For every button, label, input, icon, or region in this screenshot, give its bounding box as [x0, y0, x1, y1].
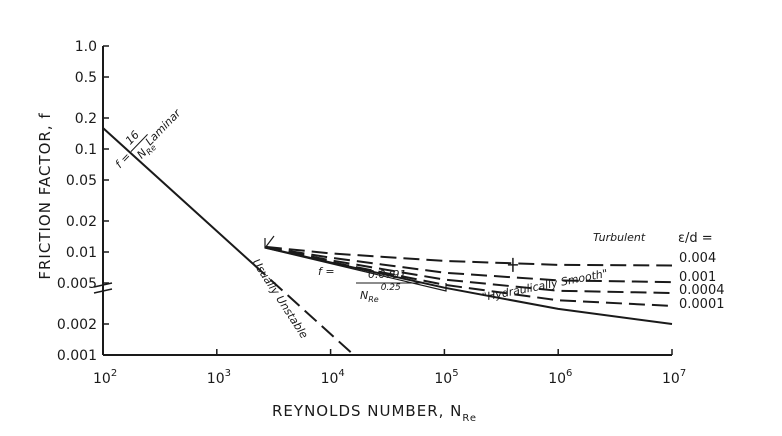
y-tick-label: 0.001 [57, 348, 97, 364]
eps-header: ε/d = [678, 231, 713, 246]
eps-label-0.0004: 0.0004 [679, 283, 725, 298]
x-tick-label: 103 [207, 368, 231, 387]
series-hydraulically-smooth [265, 246, 673, 325]
svg-text:FRICTION FACTOR, f: FRICTION FACTOR, f [36, 112, 54, 279]
y-tick-label: 0.002 [57, 317, 97, 333]
x-tick-label: 102 [93, 368, 117, 387]
y-tick-label: 0.5 [75, 70, 97, 86]
x-axis-title: REYNOLDS NUMBER, NRe [272, 402, 477, 424]
eps-label-0.0001: 0.0001 [679, 297, 725, 312]
y-tick-label: 0.005 [57, 276, 97, 292]
y-tick-label: 0.05 [66, 173, 97, 189]
turbulent-eq-denominator: NRe0.25 [360, 283, 401, 304]
turbulent-eq-lhs: f = [318, 265, 335, 278]
series-laminar [102, 127, 255, 266]
y-axis-break-mark [93, 288, 113, 294]
eps-label-0.004: 0.004 [679, 251, 716, 266]
laminar-eq-fraction-bar [130, 134, 148, 152]
series-0.001 [265, 246, 673, 284]
y-tick-label: 0.1 [75, 142, 97, 158]
turbulent-label: Turbulent [593, 231, 646, 244]
plus-marker [507, 257, 518, 272]
x-tick-label: 105 [434, 368, 458, 387]
series-0.0004 [265, 246, 673, 294]
laminar-annotation: Laminar [143, 106, 185, 148]
y-tick-label: 0.01 [66, 245, 97, 261]
x-tick-label: 104 [321, 368, 345, 387]
series-0.004 [265, 245, 673, 267]
y-tick-label: 1.0 [75, 39, 97, 55]
laminar-eq-numerator: 16 [123, 128, 142, 147]
eps-label-0.001: 0.001 [679, 270, 716, 285]
curve-layer [102, 127, 673, 356]
x-tick-label: 106 [548, 368, 572, 387]
y-tick-label: 0.02 [66, 214, 97, 230]
tick-layer: 1.0 0.5 0.2 0.1 0.05 0.02 0.01 0.005 0.002 0.001 1… [57, 39, 686, 387]
y-axis-title: FRICTION FACTOR, f [36, 112, 54, 279]
turbulent-equation-bracket [264, 235, 447, 292]
laminar-equation: f = 16 NRe [113, 128, 159, 171]
unstable-label: Usually Unstable [249, 257, 310, 342]
turbulent-eq-numerator: 0.0791 [368, 268, 407, 281]
unstable-annotation: Usually Unstable [249, 257, 310, 342]
laminar-label: Laminar [143, 106, 185, 148]
turbulent-equation: f = 0.0791 NRe0.25 [318, 265, 424, 304]
y-tick-label: 0.2 [75, 111, 97, 127]
x-tick-label: 107 [662, 368, 686, 387]
series-0.0001 [265, 246, 673, 307]
